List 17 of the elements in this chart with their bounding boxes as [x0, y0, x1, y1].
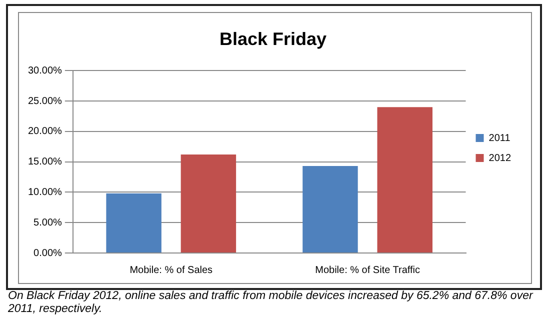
- y-tick-label: 10.00%: [28, 186, 62, 198]
- y-tick-label: 25.00%: [28, 96, 62, 107]
- legend-label: 2012: [488, 152, 512, 164]
- legend-label: 2011: [488, 132, 511, 144]
- bar: [302, 166, 358, 252]
- y-tick-label: 5.00%: [34, 217, 62, 228]
- y-tick-label: 20.00%: [28, 126, 62, 138]
- bar: [180, 154, 236, 252]
- x-tick-label: Mobile: % of Site Traffic: [315, 264, 420, 276]
- x-tick-label: Mobile: % of Sales: [130, 264, 213, 276]
- y-tick-label: 0.00%: [34, 248, 62, 259]
- bar: [106, 193, 162, 252]
- chart-title: Black Friday: [219, 28, 327, 49]
- y-tick-label: 15.00%: [28, 156, 62, 168]
- y-tick-label: 30.00%: [28, 65, 62, 76]
- text: On Black Friday 2012, online sales and traffic from mobile devices increased by 65.2% and 67.8% over 2011, respectively.: [8, 290, 534, 316]
- bar: [377, 107, 432, 252]
